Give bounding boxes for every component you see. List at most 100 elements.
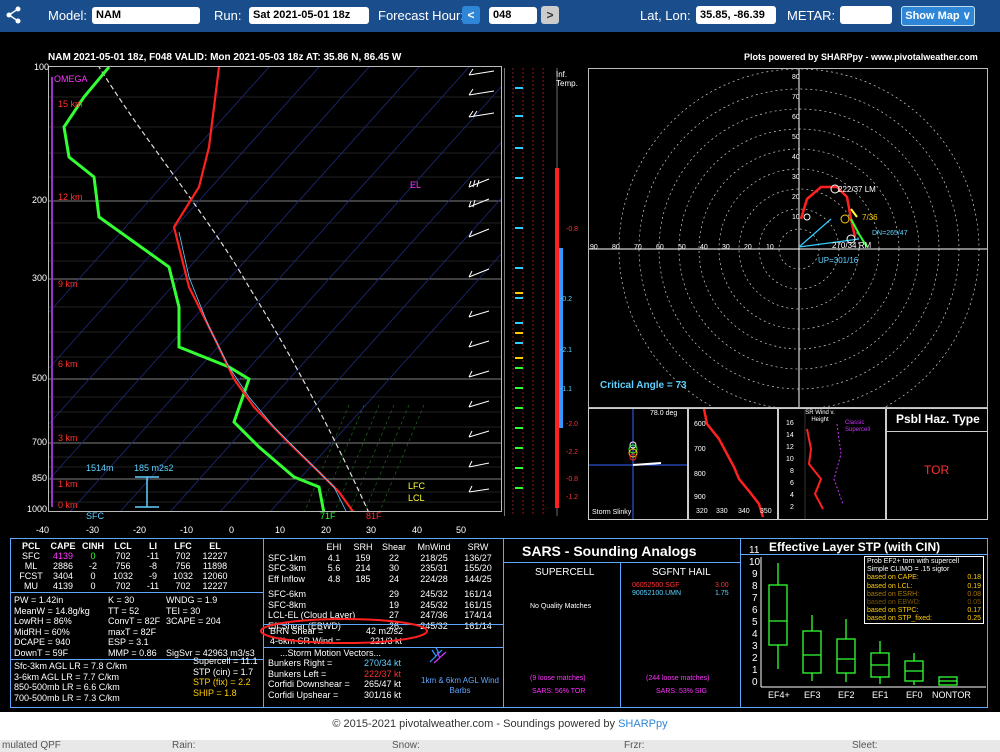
thermo-cell: DCAPE = 940 [14,637,71,647]
table-row: SFC-3km 5.6 214 30 235/31 155/20 [268,563,500,574]
composite-row: SHIP = 1.8 [193,687,237,698]
stp-legend-row: based on CAPE: 0.18 [867,574,981,582]
stp-cat-ef3: EF3 [804,690,821,700]
stp-y-10: 10 [749,557,761,568]
latlon-input[interactable]: 35.85, -86.39 [696,6,776,24]
thermo-row: LowRH = 86% ConvT = 82F 3CAPE = 204 [14,616,264,627]
sr-wind-title: SR Wind v. Height [805,410,835,423]
thermo-row: DCAPE = 940 ESP = 3.1 [14,637,264,648]
footer-link[interactable]: SHARPpy [618,718,668,730]
table-row: SFC 4139 0 702 -11 702 12227 [14,551,262,561]
hazard-value: TOR [924,463,950,477]
kin-cell: SFC-8km [268,599,306,610]
thermo-cell: MidRH = 60% [14,626,70,637]
parcel-h-lfc: LFC [174,541,192,551]
parcel-h-li: LI [149,541,157,551]
parcel-cell: 1032 [172,571,194,581]
skewt-plot [48,66,502,512]
table-row: Eff Shear (EBWD) 26 245/32 161/14 [268,621,500,632]
smv-row: Bunkers Right = 270/34 kt [268,658,401,669]
kin-cell: 136/27 [464,552,492,563]
sars-mid-divider [620,562,621,708]
thermo-row: PW = 1.42in K = 30 WNDG = 1.9 [14,595,264,606]
kin-cell: Eff Shear (EBWD) [268,620,341,631]
stp-y-8: 8 [752,581,758,592]
thermo-cell: LowRH = 86% [14,616,72,626]
parcel-cell: -8 [148,561,157,571]
share-icon[interactable] [5,6,23,24]
sr-wind-classic: Classic Supercell [845,420,871,433]
thermo-cell: K = 30 [108,595,135,605]
parcel-cell: 12227 [202,581,228,591]
hgt-12km: 12 km [58,192,83,202]
sr-tick-10: 10 [786,456,794,463]
hodo-axis-50: 50 [678,244,686,251]
model-select[interactable]: NAM [92,7,200,24]
fh-select[interactable]: 048 [489,7,537,24]
parcel-h-lcl: LCL [114,541,132,551]
sr-tick-4: 4 [790,492,794,499]
thermo-cell: TEI = 30 [166,605,201,616]
parcel-h-cinh: CINH [82,541,104,551]
credit-text: Plots powered by SHARPpy - www.pivotalwe… [744,52,978,62]
strip-rain[interactable]: Rain: [172,740,196,751]
stp-cat-ef4: EF4+ [768,690,790,700]
composite-row: Supercell = 11.1 [193,656,258,666]
kin-cell: 224/28 [420,573,448,584]
parcel-cell: 702 [115,551,131,561]
footer-line: © 2015-2021 pivotalweather.com - Soundin… [0,718,1000,730]
hgt-3km: 3 km [58,433,78,443]
stp-legend-label: based on EBWD: [867,599,921,607]
theta-t-320: 320 [696,508,708,515]
hodo-up: UP=301/16 [818,256,859,265]
hodo-lm: 222/37 LM [838,185,876,194]
stp-legend-row: based on STPC: 0.17 [867,607,981,615]
parcel-cell: -11 [146,551,160,561]
omega-label: OMEGA [54,74,88,84]
lapse-row: Sfc-3km AGL LR = 7.8 C/km [14,661,127,671]
sr-tick-8: 8 [790,468,794,475]
stp-legend-label: based on LCL: [867,582,913,590]
footer: © 2015-2021 pivotalweather.com - Soundin… [0,712,1000,752]
wind-barb-icon [429,647,447,664]
fh-next-button[interactable]: > [541,6,559,24]
strip-frzr[interactable]: Frzr: [624,740,645,751]
kin-cell: 155/20 [464,563,492,573]
inferred-temp-svg [512,68,563,516]
t-tick-m30: -30 [86,525,100,535]
sars-divider [504,562,740,563]
kin-cell: 159 [355,552,371,563]
t-tick-m10: -10 [180,525,194,535]
stp-y-1: 1 [752,665,758,676]
run-select[interactable]: Sat 2021-05-01 18z [249,7,369,24]
kin-cell: SFC-6km [268,589,306,599]
fh-prev-button[interactable]: < [462,6,480,24]
show-map-button[interactable]: Show Map ∨ [901,6,975,26]
smv-row: Corfidi Downshear = 265/47 kt [268,679,401,690]
hodo-ring-80: 80 [792,74,800,81]
hodo-ring-20: 20 [792,194,800,201]
smv-value: 270/34 kt [364,658,402,668]
sars-hail-m2v: 1.75 [715,590,729,597]
thermo-cell: PW = 1.42in [14,595,64,605]
table-row: SFC-1km 4.1 159 22 218/25 136/27 [268,553,500,564]
kinematic-table: EHI SRH Shear MnWind SRW SFC-1km 4.1 159 22… [268,542,500,631]
hodo-mean: 7/36 [862,213,878,222]
p-tick-1000: 1000 [27,504,48,514]
table-row: SFC-8km 19 245/32 161/15 [268,600,500,611]
stp-y-7: 7 [752,593,758,604]
strip-sleet[interactable]: Sleet: [852,740,878,751]
kin-cell: 30 [388,563,399,573]
p-tick-100: 100 [34,62,50,72]
lcl-label: LCL [408,493,425,503]
stp-title: Effective Layer STP (with CIN) [769,540,941,554]
lapse-row: 3-6km AGL LR = 7.7 C/km [14,671,119,682]
sr-wind-svg [804,409,844,519]
metar-input[interactable] [840,6,892,24]
t-tick-m20: -20 [133,525,147,535]
strip-snow[interactable]: Snow: [392,740,420,751]
hodo-rm: 270/34 RM [832,241,872,250]
kin-h-srw: SRW [467,542,489,552]
strip-qpf[interactable]: mulated QPF [2,740,61,751]
slinky-title: Storm Slinky [592,509,632,516]
